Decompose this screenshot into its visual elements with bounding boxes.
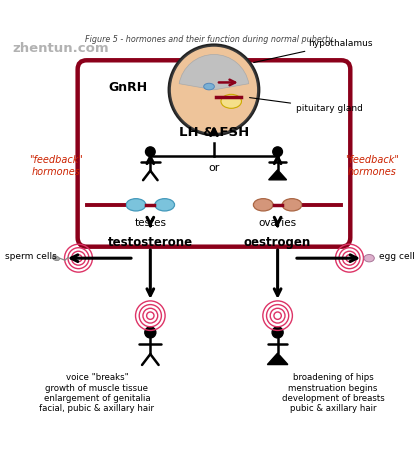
Text: "feedback"
hormones: "feedback" hormones [29,155,83,176]
Text: sperm cells: sperm cells [5,251,57,261]
Ellipse shape [155,199,175,211]
Text: voice "breaks"
growth of muscle tissue
enlargement of genitalia
facial, pubic & : voice "breaks" growth of muscle tissue e… [39,373,155,413]
Polygon shape [268,353,288,364]
Ellipse shape [364,255,374,262]
Text: ovaries: ovaries [259,218,297,228]
Circle shape [168,44,260,135]
Ellipse shape [253,199,273,211]
Text: LH & FSH: LH & FSH [179,126,249,139]
Ellipse shape [52,256,60,261]
Circle shape [145,147,155,156]
Text: "feedback"
hormones: "feedback" hormones [345,155,399,176]
Circle shape [171,47,257,133]
Ellipse shape [204,83,214,90]
Text: broadening of hips
menstruation begins
development of breasts
pubic & axillary h: broadening of hips menstruation begins d… [282,373,384,413]
Polygon shape [269,170,286,180]
Text: Figure 5 - hormones and their function during normal puberty: Figure 5 - hormones and their function d… [84,35,333,44]
Text: zhentun.com: zhentun.com [13,42,109,55]
Ellipse shape [282,199,302,211]
Text: oestrogen: oestrogen [244,236,311,249]
Text: testosterone: testosterone [108,236,193,249]
Text: GnRH: GnRH [108,81,147,94]
Ellipse shape [126,199,146,211]
Text: hypothalamus: hypothalamus [254,39,373,63]
Text: testes: testes [134,218,166,228]
Circle shape [272,327,283,338]
Circle shape [273,147,282,156]
Ellipse shape [221,94,242,108]
Circle shape [145,327,156,338]
Text: egg cell: egg cell [379,251,415,261]
Text: or: or [208,163,220,173]
Wedge shape [179,55,249,90]
Text: pituitary gland: pituitary gland [249,98,363,113]
